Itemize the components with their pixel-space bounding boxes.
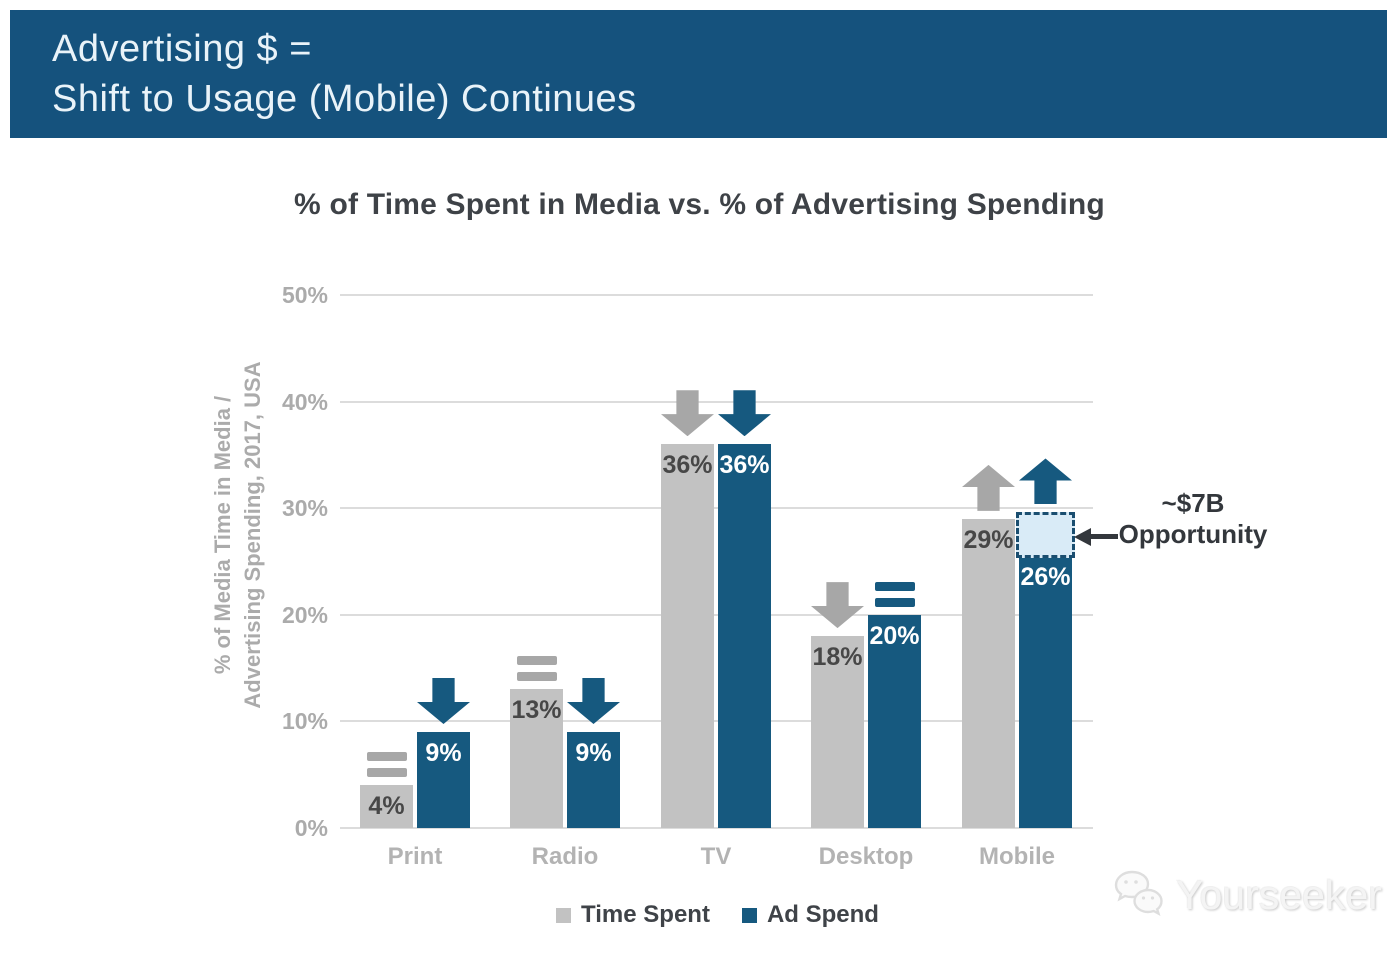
legend-swatch-ad-spend (741, 907, 757, 923)
banner-title-line2: Shift to Usage (Mobile) Continues (52, 78, 637, 120)
gridline-0- (340, 827, 1093, 829)
y-tick-20-: 20% (281, 601, 328, 628)
legend-swatch-time-spent (556, 907, 572, 923)
trend-flat-bar (874, 581, 915, 591)
trend-flat-icon-desktop-ad-spend (874, 581, 915, 614)
x-label-desktop: Desktop (818, 843, 914, 870)
annotation-arrow (1091, 534, 1118, 539)
trend-flat-icon-print-time-spent (366, 752, 407, 784)
annotation-line2: Opportunity (1118, 519, 1268, 549)
bar-mobile-ad-spend (1019, 550, 1072, 828)
x-label-radio: Radio (531, 843, 599, 870)
trend-flat-bar (366, 752, 407, 762)
chart-legend: Time Spent Ad Spend (340, 901, 1095, 929)
bar-value-label-desktop-time-spent: 18% (812, 643, 863, 672)
bar-value-label-print-ad-spend: 9% (425, 739, 462, 768)
watermark: Yourseeker (1108, 868, 1382, 922)
gridline-50- (340, 294, 1093, 296)
bar-mobile-time-spent (962, 518, 1015, 828)
banner-title-line1: Advertising $ = (52, 28, 312, 70)
legend-label-time-spent: Time Spent (581, 901, 710, 928)
trend-down-icon-print-ad-spend (417, 678, 470, 725)
legend-label-ad-spend: Ad Spend (766, 901, 879, 928)
bar-value-label-print-time-spent: 4% (368, 792, 405, 821)
y-tick-0-: 0% (294, 815, 328, 841)
legend-item-ad-spend: Ad Spend (741, 901, 879, 929)
trend-down-icon-tv-ad-spend (718, 390, 771, 437)
trend-up-icon-mobile-time-spent (962, 464, 1015, 511)
bar-value-label-tv-time-spent: 36% (662, 451, 713, 480)
trend-down-icon-tv-time-spent (661, 390, 714, 437)
y-tick-50-: 50% (281, 282, 328, 308)
gridline-20- (340, 613, 1093, 616)
gridline-10- (340, 720, 1093, 723)
slide-header-banner: Advertising $ = Shift to Usage (Mobile) … (10, 10, 1387, 138)
trend-up-icon-mobile-ad-spend (1019, 458, 1072, 505)
bar-value-label-desktop-ad-spend: 20% (869, 621, 920, 650)
y-tick-10-: 10% (281, 708, 328, 735)
annotation-arrow-head-icon (1074, 528, 1091, 546)
bar-value-label-radio-ad-spend: 9% (575, 739, 612, 768)
watermark-text: Yourseeker (1176, 871, 1382, 918)
x-label-mobile: Mobile (979, 843, 1055, 870)
trend-flat-bar (516, 656, 557, 666)
bar-print-time-spent (360, 785, 413, 828)
legend-item-time-spent: Time Spent (556, 901, 710, 929)
bar-tv-ad-spend (718, 444, 771, 828)
wechat-logo-icon (1114, 870, 1163, 917)
bar-radio-time-spent (510, 689, 563, 828)
x-label-tv: TV (700, 843, 732, 870)
bar-value-label-mobile-time-spent: 29% (963, 525, 1014, 554)
chart-title: % of Time Spent in Media vs. % of Advert… (294, 188, 1105, 221)
gridline-30- (340, 507, 1093, 510)
bar-value-label-mobile-ad-spend: 26% (1020, 562, 1071, 591)
bar-print-ad-spend (417, 732, 470, 828)
gridline-40- (340, 400, 1093, 403)
annotation-line1: ~$7B (1161, 488, 1225, 518)
y-tick-40-: 40% (281, 388, 328, 415)
opportunity-annotation: ~$7B Opportunity (1118, 488, 1268, 550)
trend-flat-bar (874, 597, 915, 607)
bar-desktop-ad-spend (868, 614, 921, 828)
trend-flat-icon-radio-time-spent (516, 656, 557, 688)
trend-down-icon-radio-ad-spend (567, 678, 620, 725)
trend-down-icon-desktop-time-spent (811, 582, 864, 629)
bar-radio-ad-spend (567, 732, 620, 828)
y-tick-30-: 30% (281, 495, 328, 522)
opportunity-dashed-box (1016, 512, 1075, 558)
bar-value-label-tv-ad-spend: 36% (719, 451, 770, 480)
x-label-print: Print (387, 843, 443, 870)
trend-flat-bar (366, 768, 407, 778)
trend-flat-bar (516, 672, 557, 682)
bar-tv-time-spent (661, 444, 714, 828)
bar-value-label-radio-time-spent: 13% (511, 696, 562, 725)
bar-desktop-time-spent (811, 636, 864, 828)
